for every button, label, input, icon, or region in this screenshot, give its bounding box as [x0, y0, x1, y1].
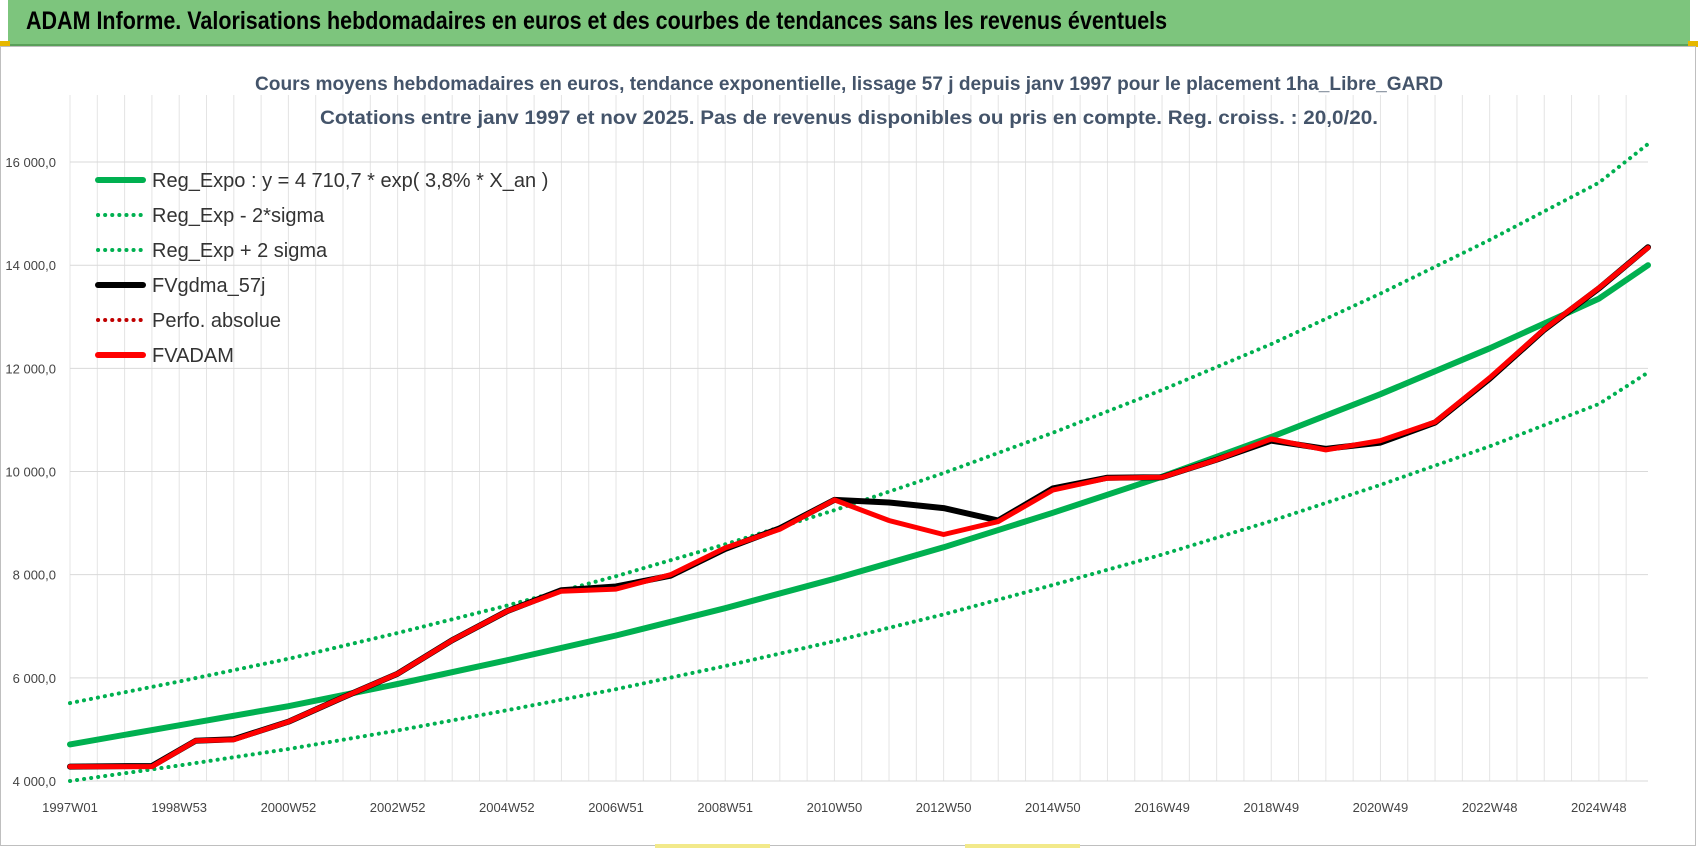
y-tick-label: 14 000,0	[5, 258, 56, 273]
x-tick-label: 2020W49	[1353, 800, 1409, 815]
legend-label: FVADAM	[152, 345, 234, 367]
x-tick-label: 2018W49	[1243, 800, 1299, 815]
x-tick-label: 1997W01	[42, 800, 98, 815]
chart-frame	[0, 46, 1696, 846]
chart-legend: Reg_Expo : y = 4 710,7 * exp( 3,8% * X_a…	[95, 170, 548, 367]
series-line-2	[68, 142, 1650, 706]
x-tick-label: 2000W52	[261, 800, 317, 815]
chart-grid	[69, 95, 1648, 782]
x-tick-label: 2024W48	[1571, 800, 1627, 815]
x-tick-label: 2010W50	[807, 800, 863, 815]
y-tick-label: 10 000,0	[5, 465, 56, 480]
sheet-tab-stub	[965, 844, 1080, 848]
y-tick-label: 8 000,0	[13, 568, 56, 583]
corner-marker-left	[0, 41, 10, 47]
corner-marker-right	[1688, 41, 1698, 47]
x-tick-label: 1998W53	[151, 800, 207, 815]
x-tick-label: 2006W51	[588, 800, 644, 815]
legend-label: Perfo. absolue	[152, 310, 281, 332]
y-tick-label: 12 000,0	[5, 361, 56, 376]
y-tick-label: 4 000,0	[13, 774, 56, 789]
y-tick-label: 16 000,0	[5, 155, 56, 170]
x-tick-label: 2016W49	[1134, 800, 1190, 815]
x-tick-label: 2012W50	[916, 800, 972, 815]
sheet-tab-stub	[655, 844, 770, 848]
y-axis-ticks: 4 000,0 6 000,0 8 000,0 10 000,0 12 000,0 14 …	[5, 155, 56, 789]
x-tick-label: 2004W52	[479, 800, 535, 815]
legend-label: FVgdma_57j	[152, 275, 265, 297]
chart-subtitle: Cotations entre janv 1997 et nov 2025. P…	[320, 108, 1378, 129]
report-banner: ADAM Informe. Valorisations hebdomadaire…	[8, 0, 1690, 46]
x-tick-label: 2002W52	[370, 800, 426, 815]
series-line-0	[67, 262, 1651, 748]
series-line-5	[67, 245, 1651, 770]
x-tick-label: 2022W48	[1462, 800, 1518, 815]
legend-label: Reg_Exp - 2*sigma	[152, 205, 325, 227]
x-tick-label: 2008W51	[697, 800, 753, 815]
report-title: ADAM Informe. Valorisations hebdomadaire…	[26, 7, 1168, 35]
legend-label: Reg_Expo : y = 4 710,7 * exp( 3,8% * X_a…	[152, 170, 548, 192]
chart-title: Cours moyens hebdomadaires en euros, ten…	[255, 74, 1443, 95]
legend-label: Reg_Exp + 2 sigma	[152, 240, 328, 262]
x-tick-label: 2014W50	[1025, 800, 1081, 815]
series-line-1	[68, 370, 1650, 783]
x-axis-ticks: 1997W01 1998W53 2000W52 2002W52 2004W52 2006W…	[42, 800, 1627, 815]
chart-series	[67, 142, 1651, 783]
y-tick-label: 6 000,0	[13, 671, 56, 686]
